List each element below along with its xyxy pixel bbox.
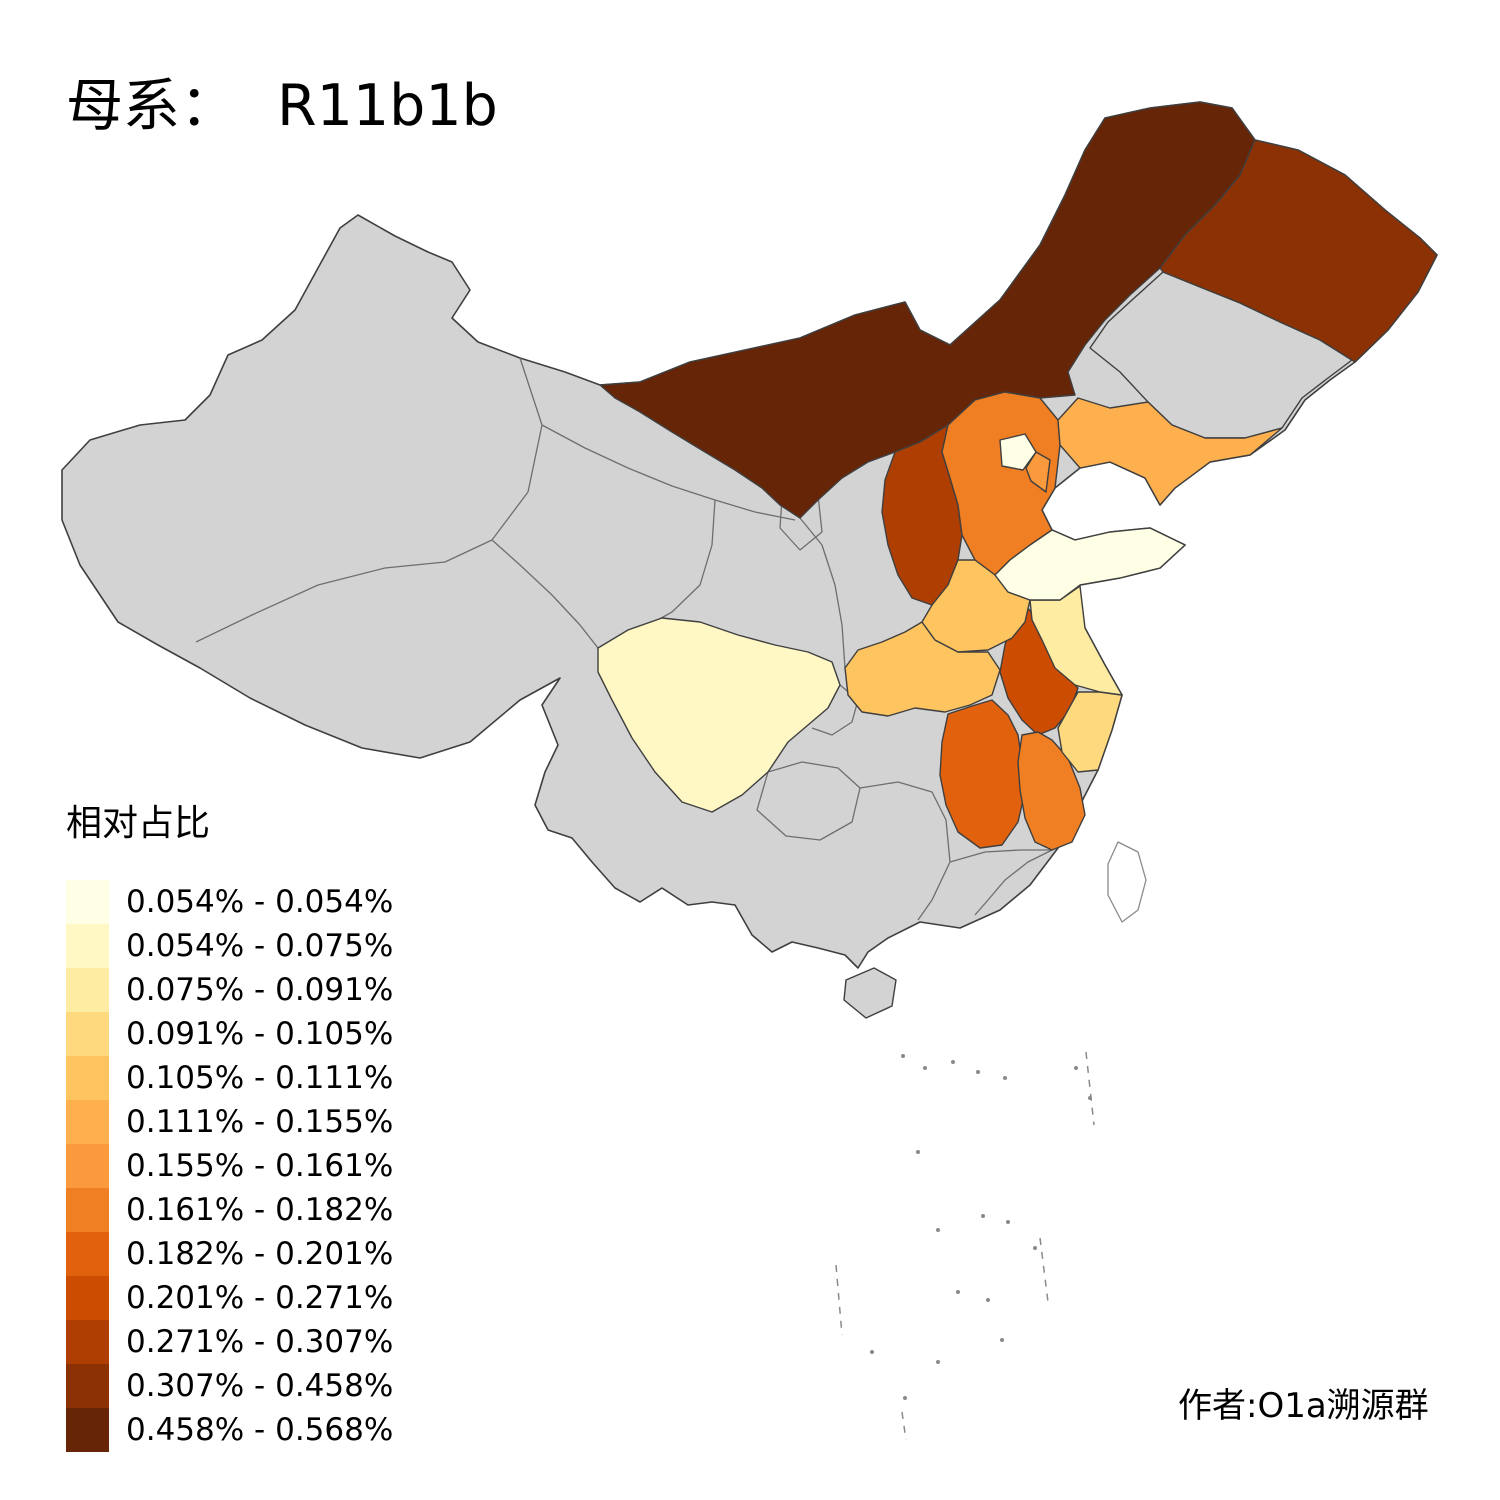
legend-row: 0.458% - 0.568% bbox=[66, 1408, 393, 1452]
legend-row: 0.111% - 0.155% bbox=[66, 1100, 393, 1144]
legend-swatch bbox=[66, 1188, 109, 1232]
legend-row: 0.161% - 0.182% bbox=[66, 1188, 393, 1232]
legend-row: 0.091% - 0.105% bbox=[66, 1012, 393, 1056]
legend-label: 0.111% - 0.155% bbox=[126, 1104, 394, 1140]
legend-label: 0.075% - 0.091% bbox=[126, 972, 394, 1008]
province-border-line bbox=[974, 849, 1053, 916]
legend-row: 0.105% - 0.111% bbox=[66, 1056, 393, 1100]
legend-row: 0.182% - 0.201% bbox=[66, 1232, 393, 1276]
province-border-line bbox=[541, 424, 796, 521]
figure-title: 母系： R11b1b bbox=[66, 60, 498, 142]
legend-row: 0.075% - 0.091% bbox=[66, 968, 393, 1012]
legend-label: 0.161% - 0.182% bbox=[126, 1192, 394, 1228]
legend-swatch bbox=[66, 1276, 109, 1320]
small-island-dot bbox=[956, 1290, 960, 1294]
legend-title: 相对占比 bbox=[66, 803, 211, 844]
small-island-dot bbox=[936, 1228, 940, 1232]
small-island-dot bbox=[1000, 1338, 1004, 1342]
region-beijing bbox=[999, 433, 1037, 471]
legend-label: 0.105% - 0.111% bbox=[126, 1060, 394, 1096]
region-shandong bbox=[994, 527, 1186, 601]
sea-boundary-dash bbox=[901, 1411, 907, 1441]
region-liaoning bbox=[1057, 397, 1283, 506]
legend-label: 0.155% - 0.161% bbox=[126, 1148, 394, 1184]
attribution-text: 作者:O1a溯源群 bbox=[1178, 1386, 1429, 1426]
legend-row: 0.271% - 0.307% bbox=[66, 1320, 393, 1364]
small-island-dot bbox=[976, 1070, 980, 1074]
small-island-dot bbox=[1033, 1246, 1037, 1250]
legend-row: 0.054% - 0.054% bbox=[66, 880, 393, 924]
legend-swatch bbox=[66, 968, 109, 1012]
small-island-dot bbox=[986, 1298, 990, 1302]
legend-swatch bbox=[66, 1056, 109, 1100]
legend-label: 0.182% - 0.201% bbox=[126, 1236, 394, 1272]
small-island-dot bbox=[923, 1066, 927, 1070]
region-henan bbox=[921, 559, 1031, 653]
legend-swatch bbox=[66, 1100, 109, 1144]
legend-swatch bbox=[66, 1012, 109, 1056]
region-inner-mongolia bbox=[599, 101, 1256, 519]
legend-swatch bbox=[66, 924, 109, 968]
legend-label: 0.458% - 0.568% bbox=[126, 1412, 394, 1448]
legend-label: 0.271% - 0.307% bbox=[126, 1324, 394, 1360]
title-prefix: 母系： bbox=[66, 73, 237, 139]
province-border-line bbox=[859, 781, 951, 921]
small-island-dot bbox=[1088, 1096, 1092, 1100]
title-haplogroup: R11b1b bbox=[277, 73, 498, 139]
legend-row: 0.054% - 0.075% bbox=[66, 924, 393, 968]
small-island-dot bbox=[901, 1054, 905, 1058]
region-heilongjiang bbox=[1159, 139, 1438, 363]
legend-label: 0.054% - 0.075% bbox=[126, 928, 394, 964]
legend-swatch bbox=[66, 1364, 109, 1408]
legend-swatch bbox=[66, 1320, 109, 1364]
legend-label: 0.054% - 0.054% bbox=[126, 884, 394, 920]
region-hainan bbox=[843, 967, 897, 1019]
small-island-dot bbox=[903, 1396, 907, 1400]
legend-row: 0.201% - 0.271% bbox=[66, 1276, 393, 1320]
sea-boundary-dash bbox=[1085, 1051, 1095, 1126]
region-sichuan bbox=[597, 617, 841, 813]
legend-label: 0.091% - 0.105% bbox=[126, 1016, 394, 1052]
legend-row: 0.155% - 0.161% bbox=[66, 1144, 393, 1188]
small-island-dot bbox=[981, 1214, 985, 1218]
legend-rows: 0.054% - 0.054% 0.054% - 0.075% 0.075% - 0… bbox=[66, 880, 393, 1452]
region-hunan bbox=[939, 699, 1026, 849]
small-island-dot bbox=[1074, 1066, 1078, 1070]
legend-label: 0.201% - 0.271% bbox=[126, 1280, 394, 1316]
province-border-line bbox=[799, 517, 846, 669]
small-island-dot bbox=[1006, 1220, 1010, 1224]
small-island-dot bbox=[870, 1350, 874, 1354]
small-island-dot bbox=[1003, 1076, 1007, 1080]
small-island-dot bbox=[951, 1060, 955, 1064]
legend-swatch bbox=[66, 1144, 109, 1188]
legend-label: 0.307% - 0.458% bbox=[126, 1368, 394, 1404]
province-border-line bbox=[756, 761, 861, 841]
region-jiangxi bbox=[1017, 731, 1086, 851]
legend-swatch bbox=[66, 1232, 109, 1276]
legend: 相对占比 0.054% - 0.054% 0.054% - 0.075% 0.075… bbox=[66, 794, 393, 1452]
legend-swatch bbox=[66, 880, 109, 924]
small-island-dot bbox=[916, 1150, 920, 1154]
region-tianjin bbox=[1025, 451, 1051, 493]
province-border-line bbox=[949, 849, 1052, 863]
sea-boundary-dash bbox=[1039, 1237, 1049, 1303]
province-border-line bbox=[195, 357, 543, 643]
province-border-line bbox=[491, 539, 599, 649]
region-taiwan bbox=[1107, 841, 1147, 923]
legend-swatch bbox=[66, 1408, 109, 1452]
legend-row: 0.307% - 0.458% bbox=[66, 1364, 393, 1408]
small-island-dot bbox=[936, 1360, 940, 1364]
sea-boundary-dash bbox=[835, 1264, 843, 1336]
